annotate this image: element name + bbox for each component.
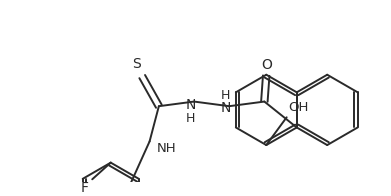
Text: F: F [81, 181, 88, 195]
Text: N: N [185, 98, 196, 112]
Text: O: O [261, 58, 272, 72]
Text: OH: OH [289, 101, 309, 114]
Text: H: H [186, 112, 195, 125]
Text: S: S [132, 57, 141, 71]
Text: NH: NH [157, 142, 177, 155]
Text: N: N [220, 101, 231, 115]
Text: H: H [221, 89, 230, 102]
